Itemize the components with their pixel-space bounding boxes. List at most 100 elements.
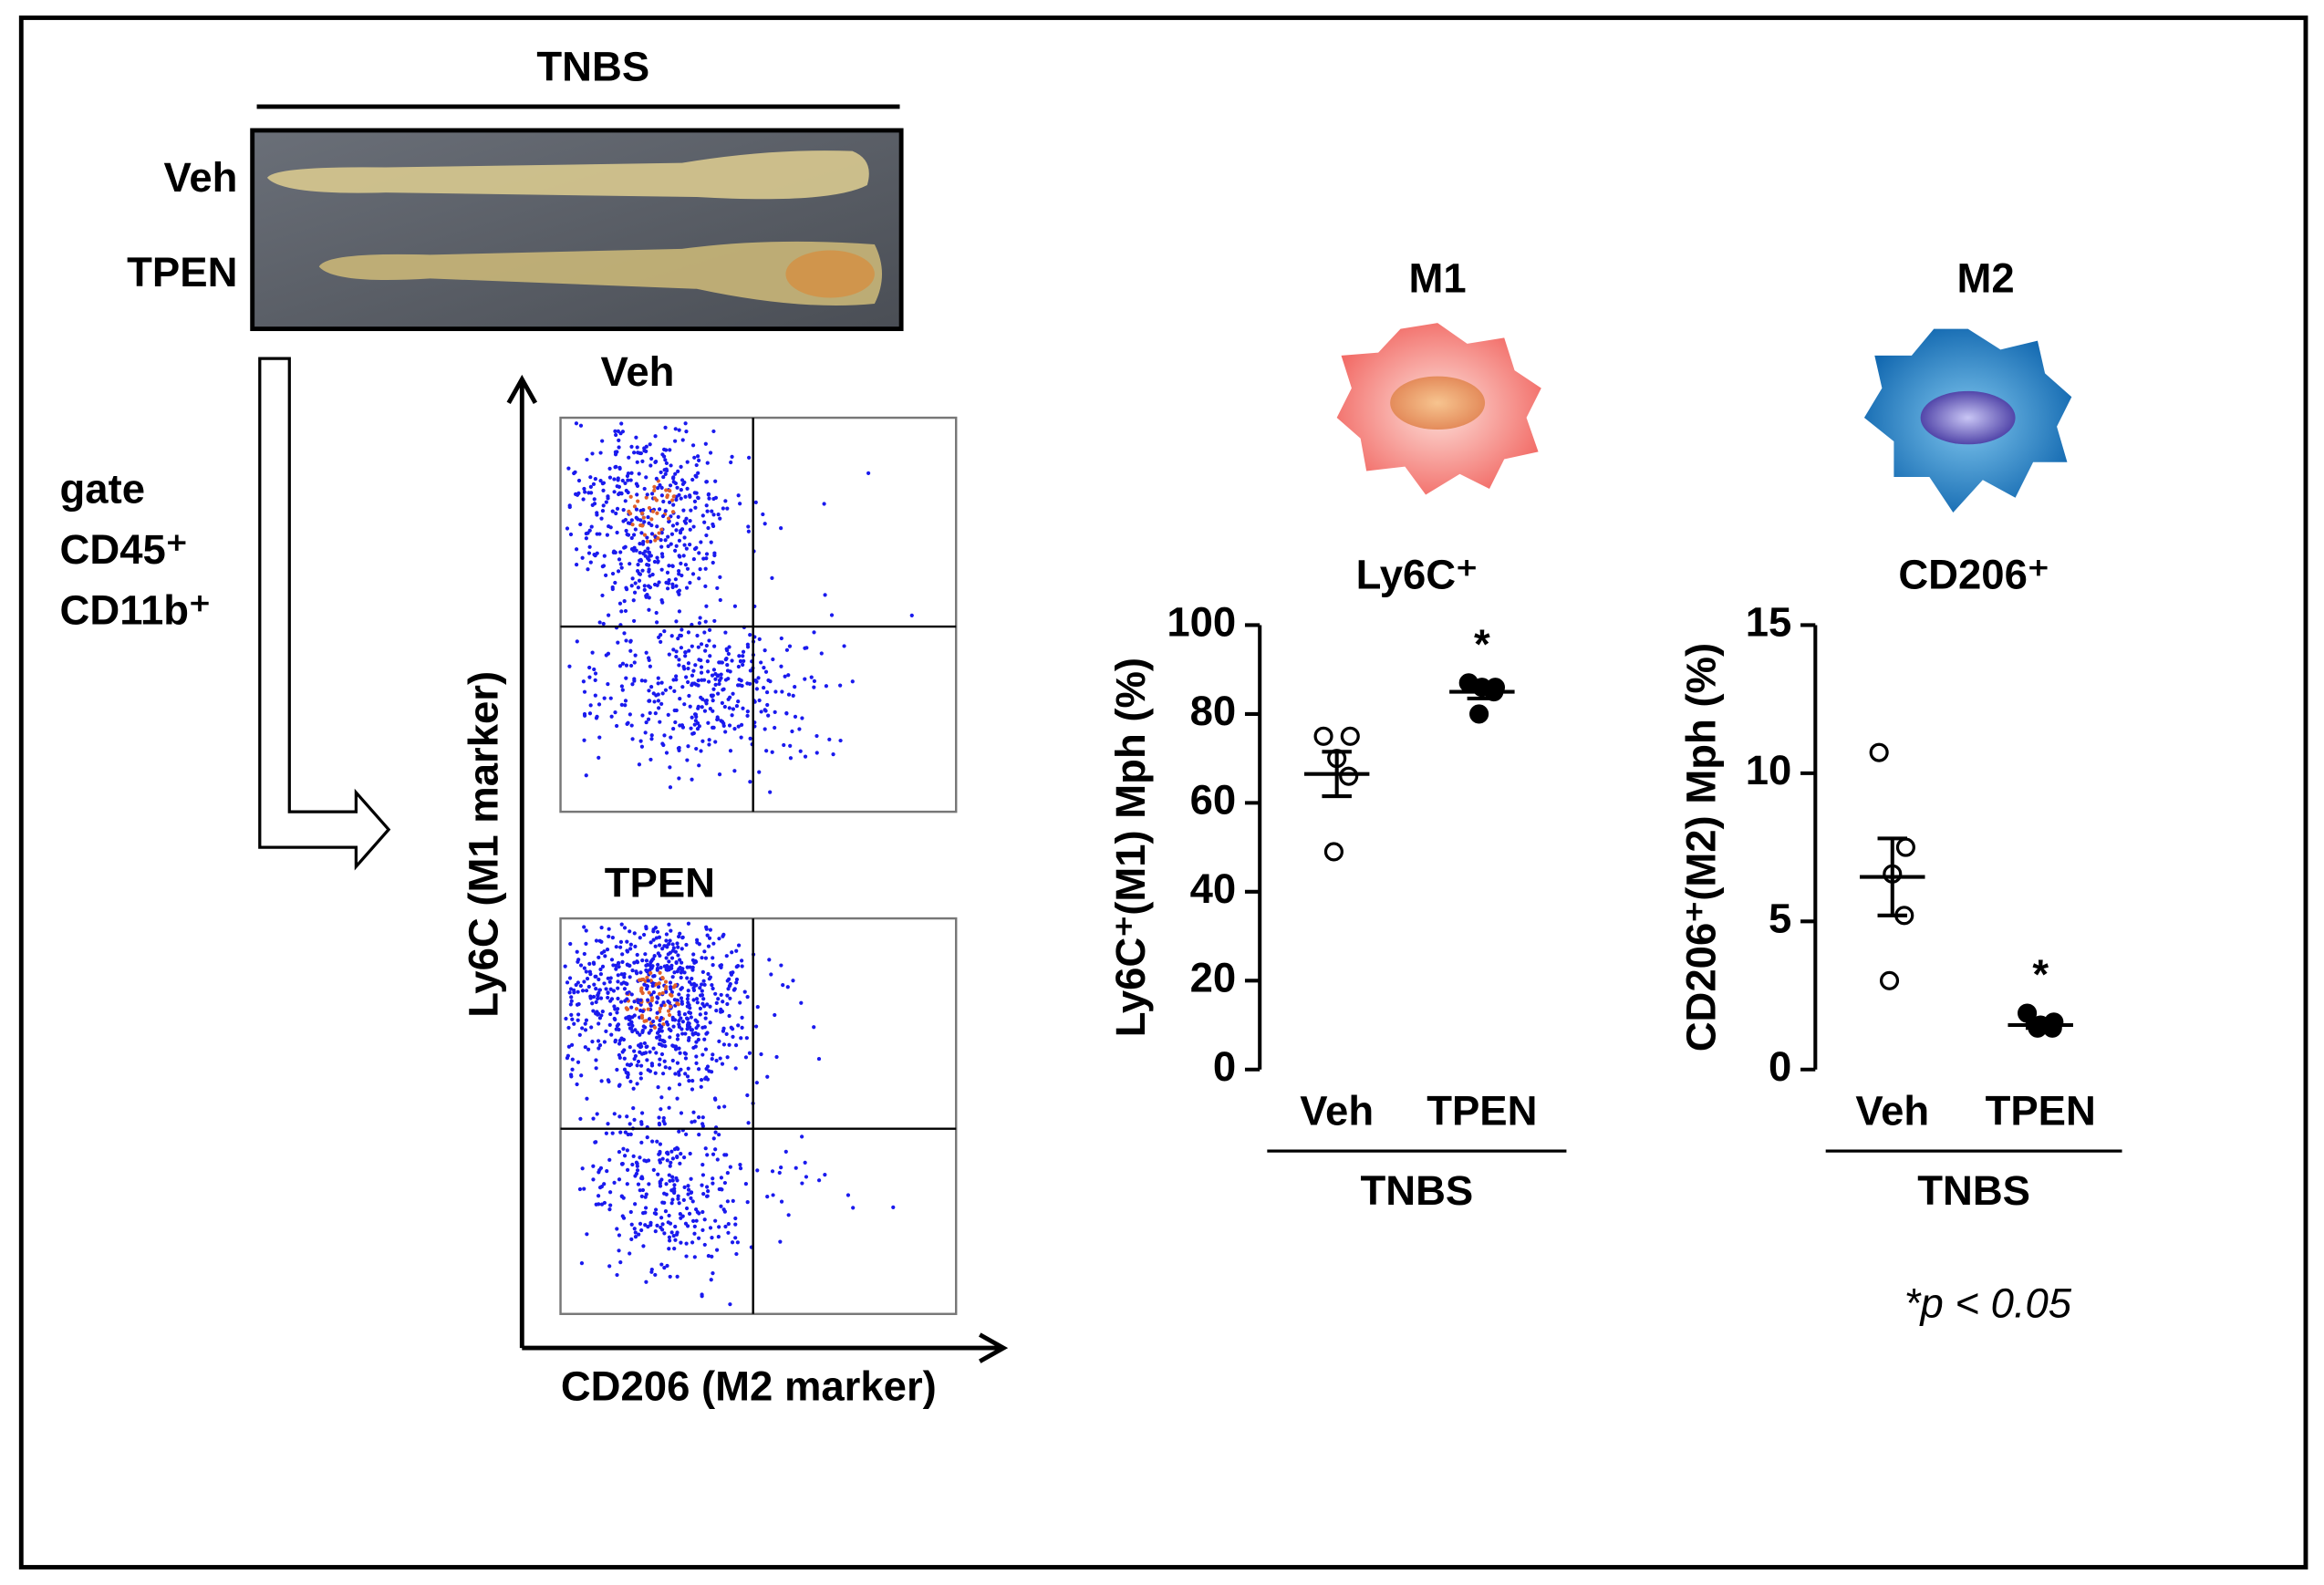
flow-dot — [690, 683, 694, 688]
flow-dot — [688, 519, 692, 523]
flow-dot — [659, 1177, 664, 1182]
flow-dot — [708, 1226, 713, 1230]
flow-dot — [639, 1228, 644, 1233]
flow-dot — [593, 678, 597, 682]
flow-dot — [658, 970, 662, 975]
error-bar — [1467, 683, 1498, 700]
flow-dot — [705, 509, 710, 513]
flow-dot — [570, 1017, 575, 1021]
flow-dot — [676, 953, 680, 958]
flow-dot — [614, 963, 618, 968]
flow-dot — [659, 598, 664, 603]
flow-dot — [731, 707, 736, 711]
flow-dot — [671, 1024, 676, 1029]
flow-dot — [628, 712, 632, 717]
flow-dot — [645, 987, 649, 991]
footnote: *p < 0.05 — [1904, 1280, 2072, 1327]
flow-dot — [707, 936, 712, 940]
flow-dot — [699, 695, 703, 699]
data-point — [1340, 726, 1360, 746]
flow-dot — [679, 975, 683, 980]
flow-dot — [576, 1018, 580, 1022]
flow-dot — [699, 665, 704, 669]
flow-dot — [774, 1054, 779, 1060]
flow-dot — [596, 996, 600, 1001]
flow-dot — [659, 1216, 664, 1220]
flow-dot — [643, 1051, 648, 1055]
flow-dot — [669, 1230, 674, 1235]
flow-dot — [670, 523, 676, 528]
flow-dot — [674, 708, 679, 713]
flow-dot — [683, 650, 688, 655]
flow-dot — [587, 961, 592, 966]
flow-dot — [717, 772, 722, 777]
flow-dot — [665, 493, 669, 498]
flow-dot — [697, 658, 701, 662]
flow-dot — [676, 469, 680, 473]
flow-dot — [704, 1185, 710, 1189]
flow-dot — [649, 996, 655, 1000]
flow-dot — [649, 532, 655, 536]
flow-dot — [640, 1030, 645, 1035]
flow-dot — [803, 677, 807, 681]
flow-dot — [706, 944, 711, 948]
flow-dot — [697, 763, 701, 768]
flow-dot — [731, 970, 735, 975]
flow-dot — [639, 679, 644, 683]
flow-dot — [585, 1096, 589, 1101]
flow-dot — [658, 1034, 662, 1039]
flow-dot — [633, 1202, 638, 1207]
flow-dot — [645, 1044, 649, 1049]
flow-dot — [697, 551, 701, 555]
flow-dot — [673, 427, 678, 431]
flow-dot — [623, 699, 628, 703]
flow-dot — [692, 455, 697, 460]
flow-dot — [628, 1209, 633, 1215]
flow-dot — [754, 679, 759, 684]
flow-dot — [694, 746, 699, 751]
flow-dot — [639, 1111, 645, 1115]
flow-dot — [687, 1211, 692, 1216]
flow-dot — [734, 977, 740, 982]
flow-dot — [670, 510, 676, 514]
flow-dot — [668, 1066, 672, 1071]
flow-dot — [691, 981, 697, 986]
flow-dot — [675, 1001, 680, 1006]
flow-dot — [610, 936, 615, 940]
flow-dot — [677, 1046, 681, 1051]
flow-dot — [771, 657, 775, 662]
flow-dot — [582, 486, 586, 492]
flow-dot — [656, 1172, 660, 1176]
flow-dot — [580, 1166, 585, 1171]
flow-dot — [678, 931, 682, 936]
flow-dot — [660, 452, 665, 457]
flow-dot — [632, 451, 637, 455]
flow-dot — [745, 709, 750, 714]
flow-dot — [639, 1140, 644, 1145]
flow-dot — [657, 635, 661, 639]
flow-dot — [703, 699, 708, 703]
flow-dot — [668, 938, 672, 943]
flow-dot — [659, 538, 663, 543]
flow-dot — [648, 979, 653, 983]
flow-dot — [713, 1218, 718, 1223]
flow-dot — [703, 441, 708, 446]
flow-dot — [727, 645, 731, 649]
flow-dot — [699, 749, 703, 753]
flow-dot — [613, 710, 617, 715]
flow-dot — [638, 1032, 642, 1037]
flow-dot — [779, 963, 783, 968]
flow-dot — [711, 1181, 715, 1186]
flow-dot — [628, 929, 632, 934]
flow-dot — [617, 1150, 622, 1155]
flow-dot — [582, 1186, 586, 1191]
flow-dot — [686, 921, 691, 926]
flow-dot — [706, 971, 711, 977]
flow-dot — [638, 1188, 642, 1193]
flow-dot — [700, 1001, 705, 1006]
flow-dot — [656, 962, 660, 967]
flow-dot — [595, 1010, 599, 1014]
flow-dot — [575, 1082, 579, 1087]
flow-dot — [631, 618, 637, 624]
flow-dot — [638, 1050, 642, 1054]
